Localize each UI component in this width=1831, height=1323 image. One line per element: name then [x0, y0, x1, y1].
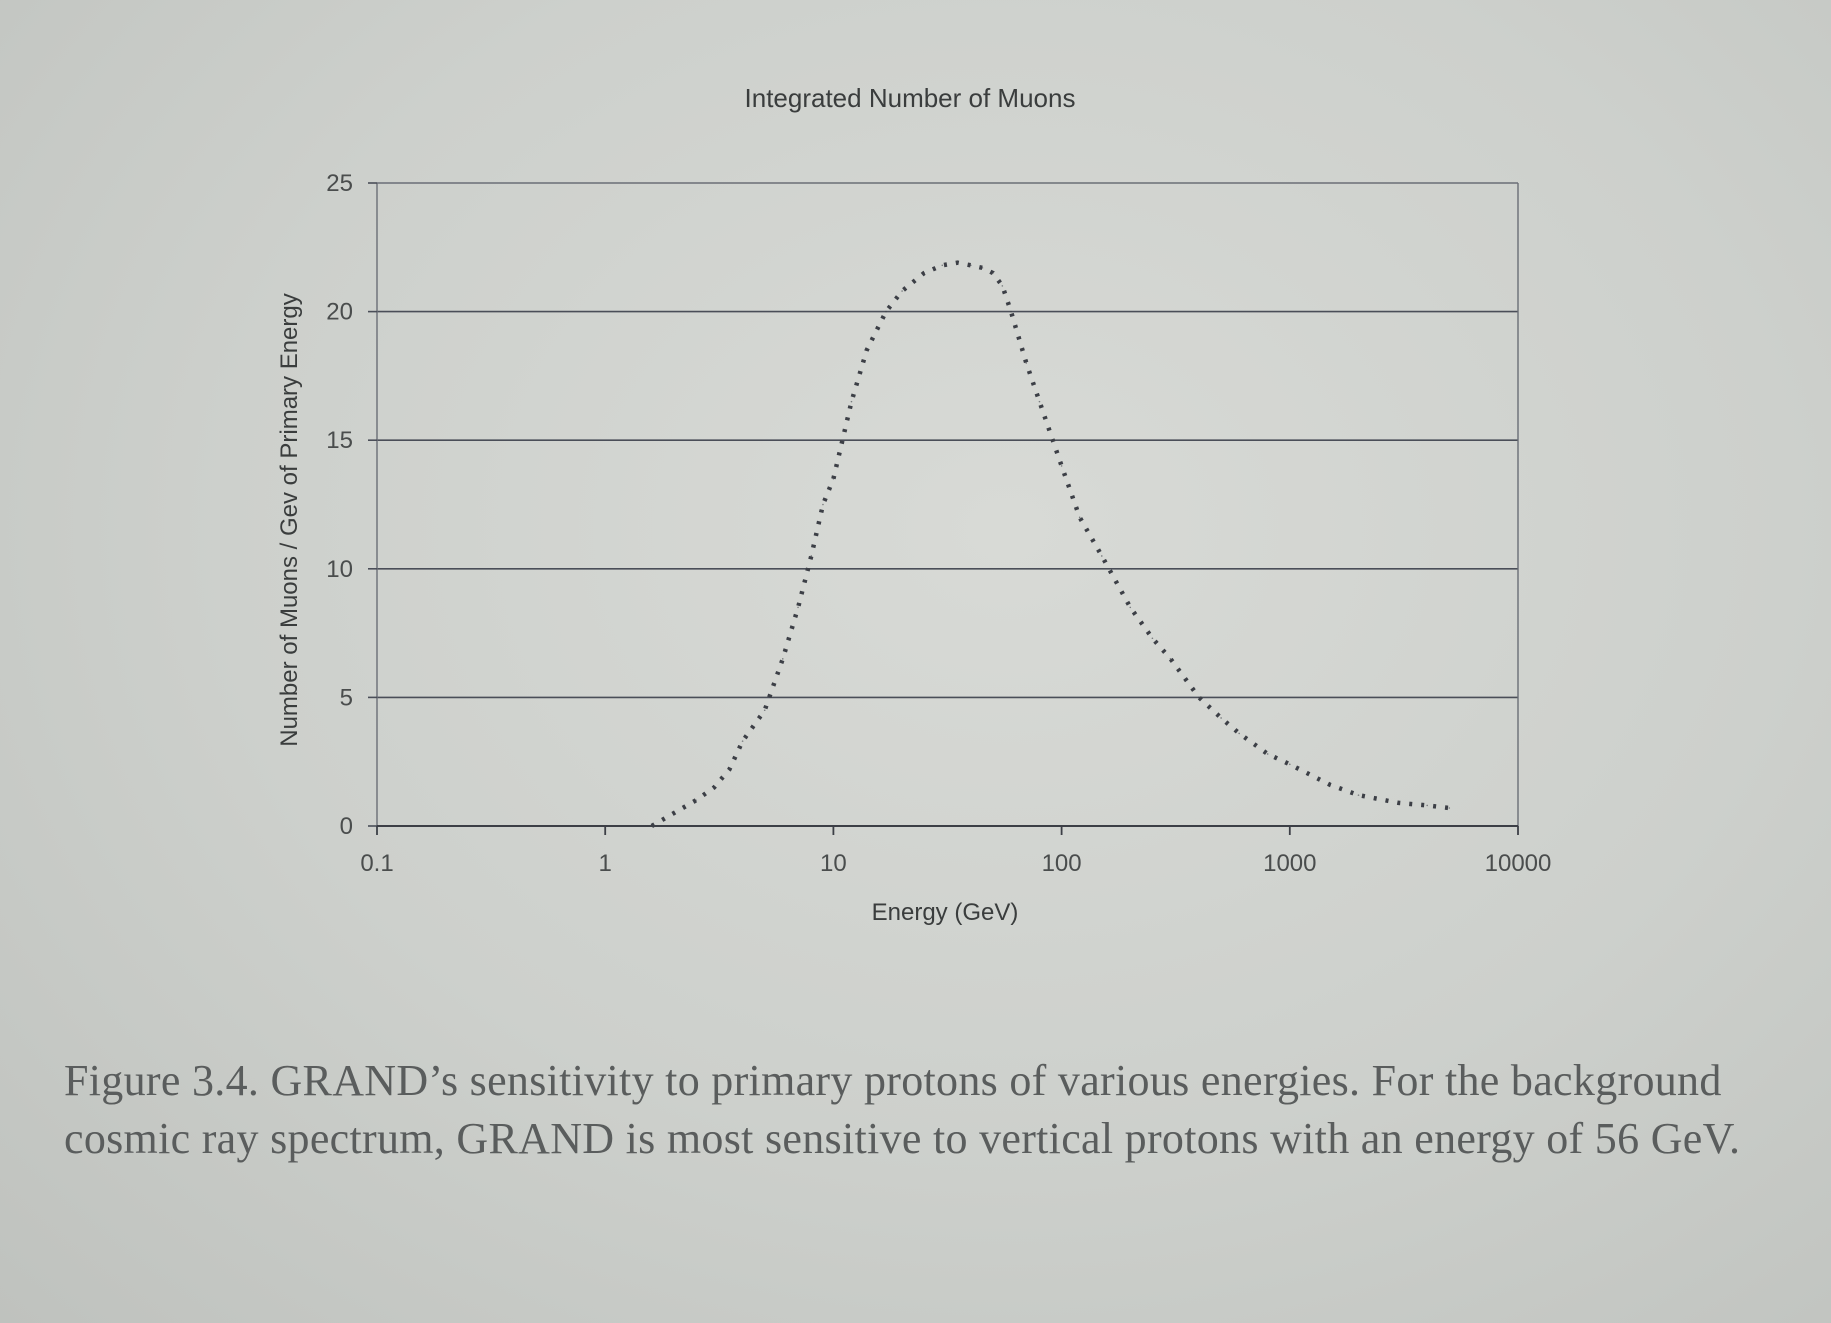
data-point	[1060, 465, 1063, 467]
data-point	[865, 349, 868, 351]
data-point	[822, 503, 824, 506]
gridlines	[377, 310, 1518, 699]
x-tick-label: 10000	[1485, 850, 1552, 877]
data-point	[1038, 400, 1041, 403]
data-point	[673, 812, 675, 814]
x-tick-label: 10	[820, 850, 847, 877]
data-point	[1078, 516, 1081, 519]
y-axis-label: Number of Muons / Gev of Primary Energy	[276, 293, 303, 747]
data-point	[901, 290, 903, 292]
y-tick-label: 20	[326, 299, 353, 326]
data-point	[695, 799, 697, 802]
data-point	[797, 606, 799, 609]
x-tick-label: 1000	[1263, 850, 1316, 877]
data-point	[1448, 807, 1451, 809]
figure-caption: Figure 3.4. GRAND’s sensitivity to prima…	[64, 1056, 1741, 1163]
data-point	[1151, 637, 1154, 640]
data-point	[1100, 555, 1103, 557]
plot-frame	[376, 182, 1519, 827]
chart: Integrated Number of Muons 0 5 10 15 20 25 0.1…	[276, 83, 1551, 926]
series-line-0	[650, 260, 1450, 828]
data-point	[1238, 732, 1240, 735]
data-point	[1266, 753, 1269, 755]
data-point	[810, 555, 813, 557]
data-point	[1129, 606, 1132, 609]
data-point	[923, 272, 926, 274]
data-point	[832, 477, 835, 480]
data-point	[992, 272, 994, 274]
series-line	[650, 260, 1451, 828]
data-point	[741, 740, 744, 742]
data-point	[713, 786, 715, 789]
data-point	[763, 709, 766, 712]
y-tick-label: 10	[326, 556, 353, 583]
x-tick-label: 1	[599, 850, 612, 877]
data-point	[1010, 310, 1012, 313]
data-point	[1198, 696, 1200, 699]
data-point	[1289, 763, 1291, 766]
y-tick-label: 25	[326, 170, 353, 197]
data-point	[1426, 804, 1428, 807]
data-point	[781, 658, 784, 660]
data-point	[981, 267, 984, 269]
y-tick-label: 0	[340, 813, 353, 840]
data-point	[728, 768, 731, 771]
data-point	[1329, 784, 1331, 786]
data-point	[1001, 285, 1004, 287]
data-point	[1220, 717, 1222, 719]
data-point	[956, 261, 959, 264]
data-point	[941, 264, 944, 267]
y-tick-label: 5	[340, 684, 353, 711]
data-point	[1397, 802, 1400, 804]
data-point	[1169, 658, 1172, 660]
data-point	[1025, 362, 1028, 364]
chart-title: Integrated Number of Muons	[745, 83, 1076, 113]
x-tick-label: 0.1	[360, 850, 393, 877]
data-point	[1357, 794, 1360, 796]
x-axis-label: Energy (GeV)	[872, 899, 1019, 926]
x-tick-label: 100	[1042, 850, 1082, 877]
data-point	[969, 264, 972, 267]
data-point	[650, 825, 653, 827]
data-point	[850, 400, 853, 403]
data-point	[885, 310, 887, 313]
y-tick-label: 15	[326, 427, 353, 454]
axis-ticks: 0 5 10 15 20 25 0.1 1 10 100 1000 10000	[326, 170, 1551, 877]
